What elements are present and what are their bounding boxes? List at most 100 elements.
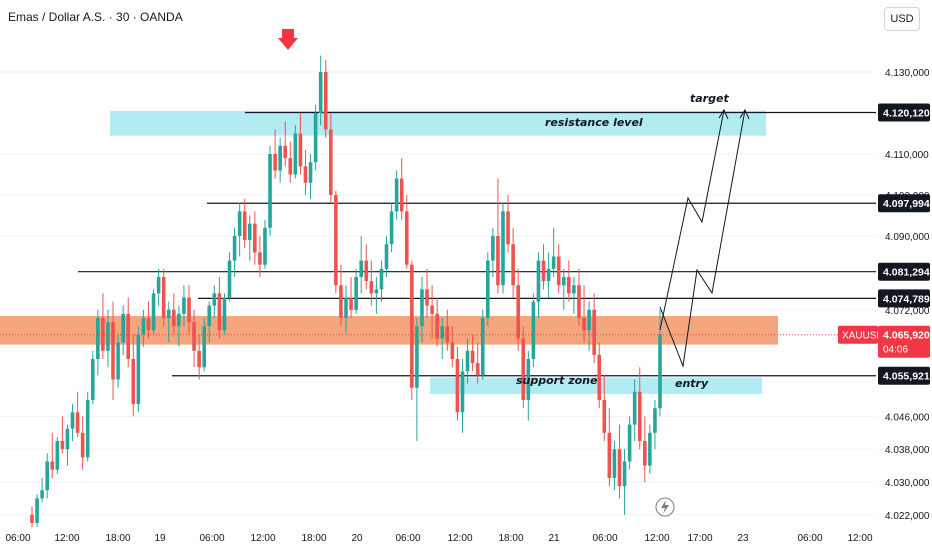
candle xyxy=(268,145,272,236)
current-symbol-badge xyxy=(838,325,878,344)
candle xyxy=(415,318,419,441)
candle xyxy=(60,416,65,454)
support-zone xyxy=(430,377,762,394)
candle xyxy=(435,297,439,347)
time-tick-label: 19 xyxy=(154,533,166,544)
candle xyxy=(384,236,389,277)
candle xyxy=(450,326,455,368)
projection-arrows xyxy=(659,108,750,368)
resistance-zone-label: resistance level xyxy=(545,116,643,129)
candle xyxy=(227,252,232,302)
candle xyxy=(344,285,348,335)
currency-button[interactable]: USD xyxy=(884,7,920,31)
candle xyxy=(313,104,318,171)
candle xyxy=(45,453,49,499)
symbol-title: Emas / Dollar A.S. · 30 · OANDA xyxy=(8,10,183,24)
candle xyxy=(166,301,171,343)
time-tick-label: 06:00 xyxy=(5,533,30,544)
candle xyxy=(197,334,201,380)
candle xyxy=(425,268,429,318)
price-tick-label: 4.130,000 xyxy=(885,68,930,79)
time-tick-label: 06:00 xyxy=(395,533,420,544)
candle xyxy=(222,293,227,335)
candle xyxy=(486,252,490,327)
time-tick-label: 17:00 xyxy=(687,533,712,544)
candle xyxy=(30,506,34,528)
candle xyxy=(648,424,652,474)
candle xyxy=(273,129,277,179)
candle xyxy=(75,391,80,437)
candle xyxy=(136,326,141,413)
level-price-value: 4.074,789 xyxy=(883,293,930,305)
level-price-value: 4.055,921 xyxy=(883,371,930,383)
candle xyxy=(283,121,288,167)
candle xyxy=(465,338,470,384)
candle xyxy=(567,260,571,302)
arrow-head-icon xyxy=(739,108,750,120)
candle xyxy=(536,252,541,318)
candle xyxy=(242,199,247,249)
price-tick-label: 4.022,000 xyxy=(885,511,930,522)
candle xyxy=(364,244,369,290)
candle xyxy=(607,408,612,487)
time-tick-label: 20 xyxy=(351,533,363,544)
candle xyxy=(511,227,515,298)
candle xyxy=(597,342,602,409)
candle xyxy=(146,301,151,339)
candle xyxy=(374,277,379,314)
time-tick-label: 06:00 xyxy=(592,533,617,544)
candle xyxy=(506,195,510,253)
candle-countdown: 04:06 xyxy=(883,345,908,356)
candle xyxy=(516,268,520,351)
candles xyxy=(30,55,662,528)
candle xyxy=(318,55,323,126)
candle xyxy=(617,424,622,499)
time-tick-label: 12:00 xyxy=(250,533,275,544)
resistance-zone xyxy=(110,110,766,136)
candle xyxy=(440,318,445,359)
candle xyxy=(247,215,252,261)
candle xyxy=(217,277,222,339)
level-price-tag: 4.055,921 xyxy=(878,366,930,385)
level-price-value: 4.081,294 xyxy=(883,267,930,279)
time-tick-label: 12:00 xyxy=(847,533,872,544)
projection-path xyxy=(659,109,746,368)
candle xyxy=(232,227,237,277)
level-tags: 4.120,120 4.097,994 4.081,294 4.074,789 4.05… xyxy=(878,103,930,385)
candle xyxy=(622,449,627,515)
candle xyxy=(334,190,338,294)
candle xyxy=(399,158,404,220)
candle xyxy=(116,334,120,388)
candle xyxy=(643,416,647,482)
level-price-tag: 4.074,789 xyxy=(878,289,930,308)
candle xyxy=(496,178,500,294)
candle xyxy=(379,260,384,302)
current-price-value: 4.065,920 xyxy=(883,330,930,342)
candle xyxy=(587,301,591,351)
time-tick-label: 06:00 xyxy=(199,533,224,544)
candle xyxy=(339,264,343,327)
candle xyxy=(212,285,217,318)
candle xyxy=(491,227,495,277)
time-tick-label: 12:00 xyxy=(447,533,472,544)
candle xyxy=(126,297,131,368)
candle xyxy=(35,494,39,528)
entry-label: entry xyxy=(675,377,709,390)
candle xyxy=(602,375,607,441)
level-price-tag: 4.120,120 xyxy=(878,103,930,122)
time-tick-label: 06:00 xyxy=(797,533,822,544)
time-tick-label: 18:00 xyxy=(301,533,326,544)
candle xyxy=(551,227,556,277)
candle xyxy=(323,59,328,138)
lightning-icon[interactable] xyxy=(655,497,675,517)
target-label: target xyxy=(690,92,729,105)
candle xyxy=(90,350,95,405)
candle xyxy=(404,195,409,269)
price-tick-label: 4.030,000 xyxy=(885,478,930,489)
candle xyxy=(288,141,293,183)
candle xyxy=(329,113,333,204)
candle xyxy=(577,268,581,327)
candle xyxy=(202,318,206,372)
time-tick-label: 23 xyxy=(737,533,749,544)
